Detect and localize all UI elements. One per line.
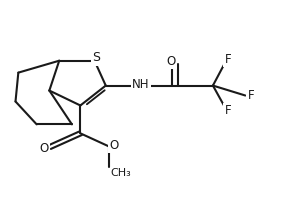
Text: O: O bbox=[39, 142, 48, 155]
Text: F: F bbox=[248, 89, 254, 102]
Text: CH₃: CH₃ bbox=[110, 168, 131, 178]
Text: NH: NH bbox=[132, 78, 150, 91]
Text: S: S bbox=[92, 51, 100, 64]
Text: F: F bbox=[224, 53, 231, 66]
Text: O: O bbox=[166, 55, 175, 68]
Text: F: F bbox=[224, 104, 231, 117]
Text: O: O bbox=[110, 139, 119, 152]
